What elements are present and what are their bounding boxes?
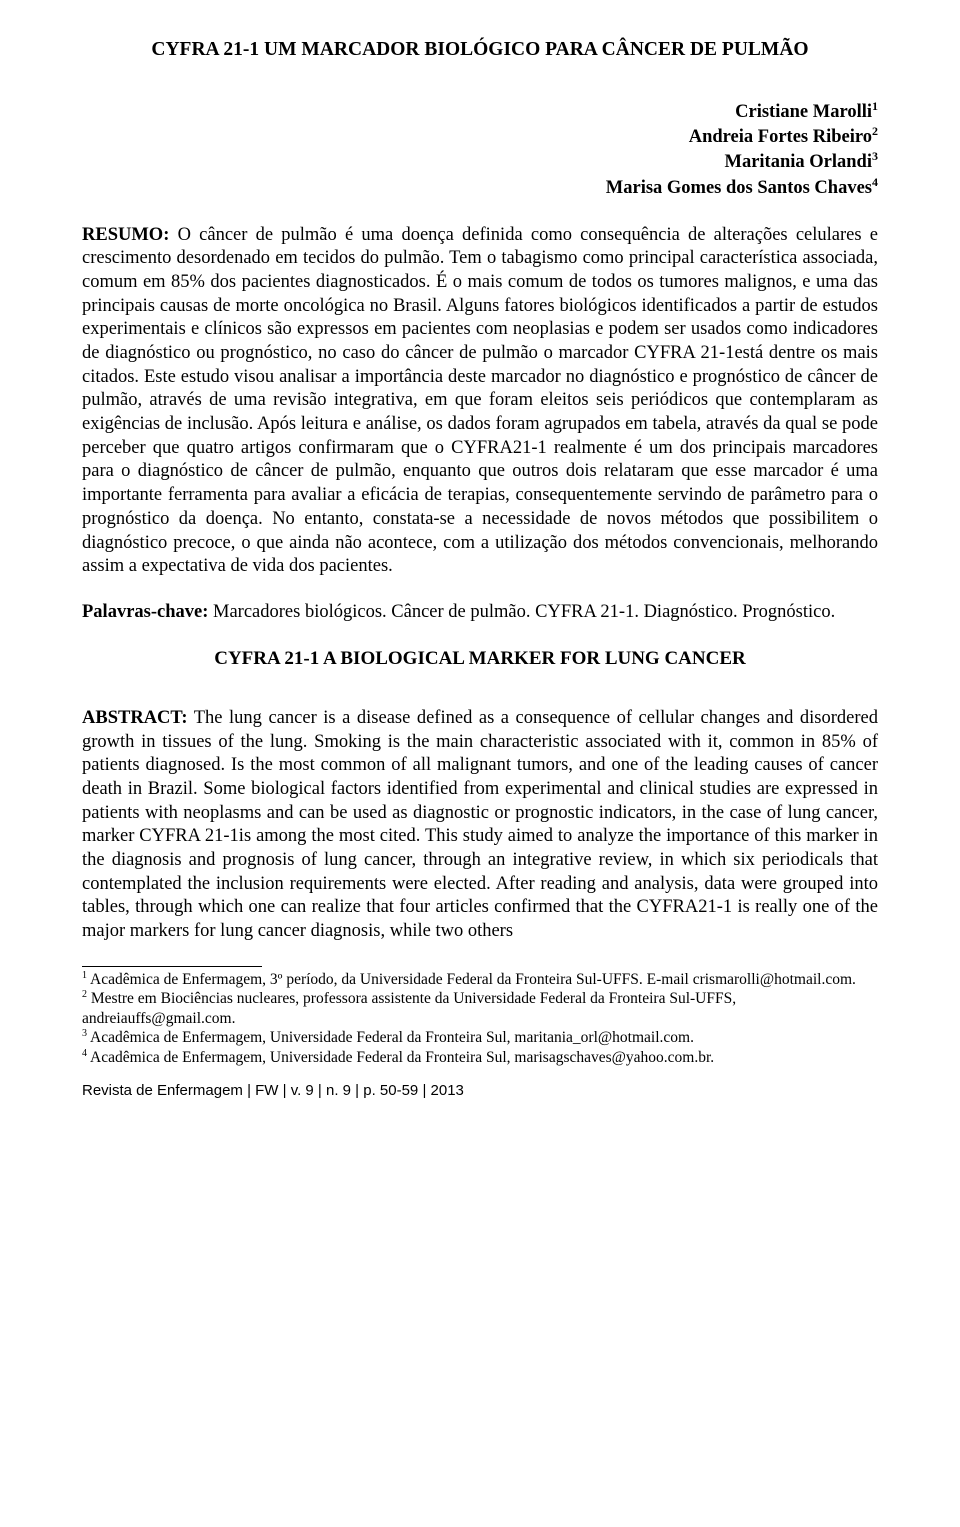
footnote-text: Acadêmica de Enfermagem, Universidade Fe… bbox=[87, 1049, 714, 1066]
author-ref: 3 bbox=[872, 149, 878, 163]
author-line: Cristiane Marolli1 bbox=[82, 99, 878, 124]
author-name: Andreia Fortes Ribeiro bbox=[689, 127, 872, 147]
journal-footer: Revista de Enfermagem | FW | v. 9 | n. 9… bbox=[82, 1081, 878, 1100]
author-ref: 2 bbox=[872, 124, 878, 138]
palavras-chave-text: Marcadores biológicos. Câncer de pulmão.… bbox=[208, 602, 835, 622]
resumo-block: RESUMO: O câncer de pulmão é uma doença … bbox=[82, 224, 878, 579]
footnote-text: Mestre em Biociências nucleares, profess… bbox=[82, 990, 736, 1026]
footnote-line: 2 Mestre em Biociências nucleares, profe… bbox=[82, 989, 878, 1028]
author-name: Cristiane Marolli bbox=[735, 102, 872, 122]
author-ref: 4 bbox=[872, 175, 878, 189]
footnote-line: 3 Acadêmica de Enfermagem, Universidade … bbox=[82, 1028, 878, 1048]
author-line: Andreia Fortes Ribeiro2 bbox=[82, 124, 878, 149]
article-subtitle: CYFRA 21-1 A BIOLOGICAL MARKER FOR LUNG … bbox=[82, 647, 878, 671]
footnote-text: Acadêmica de Enfermagem, 3º período, da … bbox=[87, 971, 856, 988]
palavras-chave-label: Palavras-chave: bbox=[82, 602, 208, 622]
footnote-text: Acadêmica de Enfermagem, Universidade Fe… bbox=[87, 1029, 694, 1046]
footnotes-block: 1 Acadêmica de Enfermagem, 3º período, d… bbox=[82, 970, 878, 1068]
author-line: Marisa Gomes dos Santos Chaves4 bbox=[82, 175, 878, 200]
author-name: Maritania Orlandi bbox=[725, 153, 873, 173]
resumo-label: RESUMO: bbox=[82, 225, 169, 245]
footnote-line: 4 Acadêmica de Enfermagem, Universidade … bbox=[82, 1048, 878, 1068]
author-line: Maritania Orlandi3 bbox=[82, 149, 878, 174]
abstract-block: ABSTRACT: The lung cancer is a disease d… bbox=[82, 707, 878, 944]
abstract-text: The lung cancer is a disease defined as … bbox=[82, 708, 878, 941]
author-ref: 1 bbox=[872, 99, 878, 113]
footnote-line: 1 Acadêmica de Enfermagem, 3º período, d… bbox=[82, 970, 878, 990]
abstract-label: ABSTRACT: bbox=[82, 708, 188, 728]
authors-block: Cristiane Marolli1 Andreia Fortes Ribeir… bbox=[82, 99, 878, 200]
author-name: Marisa Gomes dos Santos Chaves bbox=[606, 178, 872, 198]
resumo-text: O câncer de pulmão é uma doença definida… bbox=[82, 225, 878, 576]
footnote-divider bbox=[82, 966, 262, 967]
article-title: CYFRA 21-1 UM MARCADOR BIOLÓGICO PARA CÂ… bbox=[82, 38, 878, 63]
palavras-chave-block: Palavras-chave: Marcadores biológicos. C… bbox=[82, 601, 878, 625]
